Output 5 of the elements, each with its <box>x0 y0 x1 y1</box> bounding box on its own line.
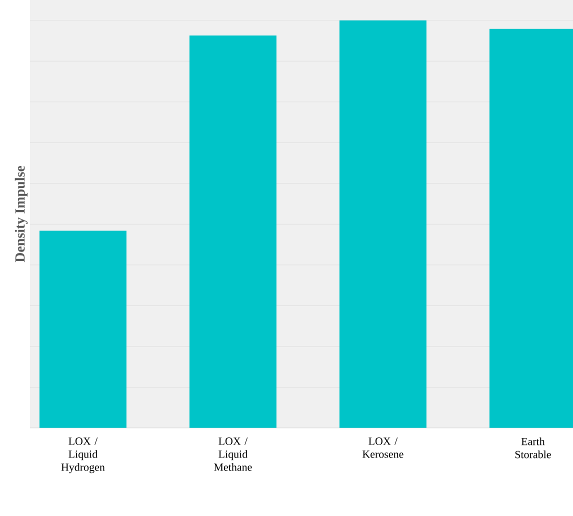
y-axis-title: Density Impulse <box>14 166 28 262</box>
x-tick-label: LOX / Liquid Hydrogen <box>61 438 105 474</box>
x-tick-label: Earth Storable <box>515 438 551 458</box>
x-tick-label: LOX / Liquid Methane <box>214 438 252 471</box>
x-tick-label: LOX / Kerosene <box>362 438 404 458</box>
